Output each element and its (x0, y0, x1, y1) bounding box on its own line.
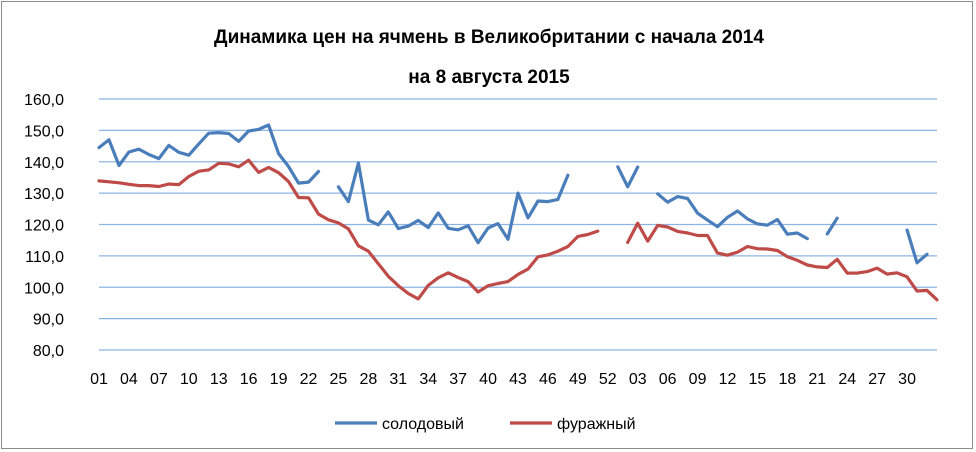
x-tick-label: 09 (689, 371, 707, 388)
x-tick-label: 16 (240, 371, 258, 388)
x-axis-ticks: 01 04 07 10 13 16 19 22 25 28 31 34 37 40 43 46 49 52 03 06… (90, 371, 916, 388)
legend-label: фуражный (557, 416, 636, 433)
x-tick-label: 27 (868, 371, 886, 388)
series-lines (97, 123, 939, 302)
x-tick-label: 49 (569, 371, 587, 388)
x-tick-label: 43 (509, 371, 527, 388)
x-tick-label: 13 (210, 371, 228, 388)
x-tick-label: 30 (898, 371, 916, 388)
series-malting (97, 123, 929, 265)
x-tick-label: 31 (389, 371, 407, 388)
series-line-segment (825, 216, 839, 236)
x-tick-label: 40 (479, 371, 497, 388)
x-tick-label: 22 (300, 371, 318, 388)
y-axis-ticks: 80,0 90,0 100,0 110,0 120,0 130,0 140,0 150,0 16… (24, 92, 64, 360)
x-tick-label: 10 (180, 371, 198, 388)
y-tick-label: 150,0 (24, 123, 64, 140)
y-tick-label: 130,0 (24, 186, 64, 203)
x-tick-label: 12 (719, 371, 737, 388)
y-tick-label: 110,0 (25, 249, 64, 266)
x-tick-label: 03 (629, 371, 647, 388)
x-tick-label: 01 (90, 371, 108, 388)
x-tick-label: 28 (359, 371, 377, 388)
series-line-segment (656, 192, 809, 241)
series-line-segment (905, 228, 929, 265)
legend: солодовый фуражный (335, 416, 636, 433)
gridlines (99, 98, 937, 351)
series-feed (97, 158, 939, 302)
x-tick-label: 21 (808, 371, 826, 388)
series-line-segment (336, 161, 570, 245)
chart-title: Динамика цен на ячмень в Великобритании … (214, 27, 764, 48)
series-line-segment (626, 221, 939, 302)
x-tick-label: 52 (599, 371, 617, 388)
x-tick-label: 25 (330, 371, 348, 388)
series-line-segment (97, 123, 321, 185)
series-line-segment (97, 158, 600, 301)
x-tick-label: 18 (778, 371, 796, 388)
y-tick-label: 100,0 (24, 280, 64, 297)
x-tick-label: 07 (150, 371, 168, 388)
y-tick-label: 120,0 (24, 218, 64, 235)
y-tick-label: 140,0 (24, 155, 64, 172)
legend-label: солодовый (382, 416, 464, 433)
y-tick-label: 90,0 (33, 312, 64, 329)
x-tick-label: 37 (449, 371, 467, 388)
chart-subtitle: на 8 августа 2015 (408, 67, 570, 88)
y-tick-label: 160,0 (24, 92, 64, 109)
x-tick-label: 24 (838, 371, 856, 388)
x-tick-label: 15 (749, 371, 767, 388)
x-tick-label: 06 (659, 371, 677, 388)
x-tick-label: 04 (120, 371, 138, 388)
series-line-segment (616, 165, 640, 189)
x-tick-label: 34 (419, 371, 437, 388)
y-tick-label: 80,0 (33, 343, 64, 360)
x-tick-label: 19 (270, 371, 288, 388)
x-tick-label: 46 (539, 371, 557, 388)
